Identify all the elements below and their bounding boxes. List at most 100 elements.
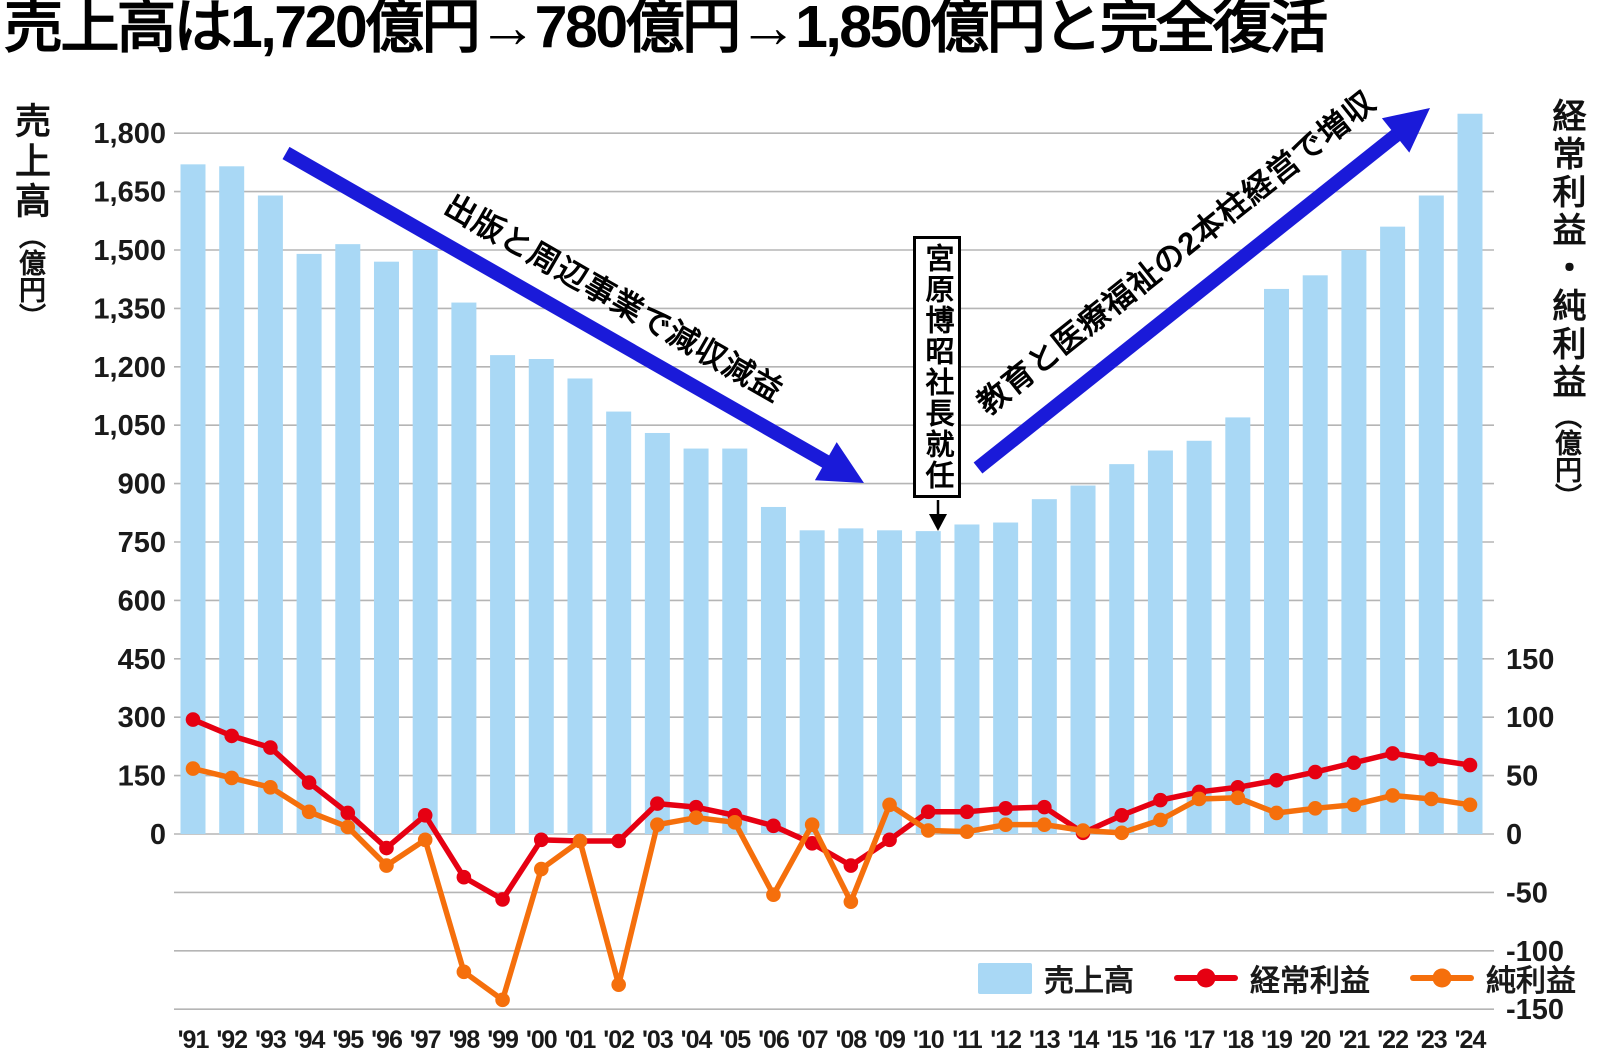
bar-'22 xyxy=(1380,226,1406,834)
経常利益-point-'15 xyxy=(1114,808,1130,823)
bar-'11 xyxy=(954,524,980,834)
right-axis-tick-label: 0 xyxy=(1506,819,1522,851)
x-tick-label-'15: '15 xyxy=(1106,1026,1138,1054)
経常利益-point-'95 xyxy=(340,805,356,821)
経常利益-point-'20 xyxy=(1307,764,1323,780)
経常利益-point-'13 xyxy=(1037,799,1052,815)
callout-pointer-head xyxy=(929,514,947,531)
left-axis-tick-label: 1,350 xyxy=(93,293,166,325)
経常利益-point-'94 xyxy=(301,775,317,790)
純利益-point-'18 xyxy=(1230,790,1246,806)
bars-group xyxy=(180,113,1483,835)
bar-'92 xyxy=(219,166,245,834)
bar-'98 xyxy=(451,302,477,834)
axis-labels-group: 0 150 300 450 600 750 900 1,050 1,200 1,350 1,500 1… xyxy=(93,118,1564,1054)
x-tick-label-'09: '09 xyxy=(874,1026,905,1054)
純利益-point-'05 xyxy=(727,815,743,830)
x-tick-label-'98: '98 xyxy=(448,1026,480,1054)
経常利益-point-'92 xyxy=(224,728,239,744)
left-axis-title-text: 売上高 xyxy=(10,102,51,222)
bar-'94 xyxy=(296,253,322,835)
純利益-point-'06 xyxy=(766,887,781,903)
x-tick-label-'18: '18 xyxy=(1222,1026,1254,1054)
x-tick-label-'93: '93 xyxy=(255,1026,286,1054)
bar-'24 xyxy=(1457,113,1483,834)
bar-'04 xyxy=(683,448,709,834)
bar-'91 xyxy=(180,164,206,834)
x-tick-label-'03: '03 xyxy=(642,1026,673,1054)
経常利益-point-'06 xyxy=(766,818,781,834)
x-tick-label-'10: '10 xyxy=(913,1026,944,1054)
x-tick-label-'04: '04 xyxy=(681,1026,713,1054)
経常利益-point-'07 xyxy=(804,836,820,851)
x-tick-label-'00: '00 xyxy=(526,1026,557,1054)
bar-'96 xyxy=(373,261,399,834)
line-series-group xyxy=(185,712,1478,1008)
growth-arrow-shaft xyxy=(973,126,1405,474)
純利益-point-'04 xyxy=(688,810,704,825)
経常利益-point-'96 xyxy=(379,840,394,856)
bar-'02 xyxy=(606,411,632,834)
純利益-point-'15 xyxy=(1114,825,1130,841)
経常利益-point-'08 xyxy=(843,858,859,873)
純利益-point-'03 xyxy=(650,817,665,832)
ordinary-profit-line-swatch xyxy=(1174,968,1238,988)
bar-'18 xyxy=(1225,417,1251,834)
left-axis-tick-label: 1,650 xyxy=(93,177,166,209)
right-axis-unit: （億円） xyxy=(1551,402,1581,510)
bar-'07 xyxy=(799,530,825,834)
x-tick-label-'16: '16 xyxy=(1145,1026,1176,1054)
経常利益-point-'03 xyxy=(650,796,665,811)
right-axis-title: 経常利益・純利益（億円） xyxy=(1547,98,1585,658)
legend-item-sales: 売上高 xyxy=(978,956,1134,1000)
x-tick-label-'96: '96 xyxy=(371,1026,402,1054)
経常利益-point-'12 xyxy=(998,801,1013,816)
bar-'00 xyxy=(528,359,554,834)
経常利益-point-'02 xyxy=(611,833,626,849)
left-axis-tick-label: 600 xyxy=(118,585,166,617)
経常利益-point-'18 xyxy=(1230,779,1246,795)
x-tick-label-'17: '17 xyxy=(1184,1026,1215,1054)
純利益-point-'09 xyxy=(882,797,897,813)
bar-'19 xyxy=(1264,288,1290,834)
gridlines-group xyxy=(174,132,1494,1011)
bar-'16 xyxy=(1147,450,1173,834)
純利益-point-'08 xyxy=(843,894,859,910)
経常利益-point-'04 xyxy=(688,799,704,815)
bar-'05 xyxy=(722,448,748,834)
x-tick-label-'91: '91 xyxy=(178,1026,210,1054)
left-axis-unit: （億円） xyxy=(15,222,45,330)
純利益-point-'98 xyxy=(456,964,472,980)
経常利益-point-'98 xyxy=(456,869,472,885)
left-axis-tick-label: 1,800 xyxy=(93,118,166,150)
純利益-point-'22 xyxy=(1385,788,1400,803)
bar-'14 xyxy=(1070,485,1096,834)
bar-'01 xyxy=(567,378,593,834)
legend: 売上高 経常利益 純利益 xyxy=(978,956,1576,1000)
right-axis-tick-label: 50 xyxy=(1506,761,1538,793)
経常利益-point-'19 xyxy=(1269,772,1284,788)
left-axis-tick-label: 150 xyxy=(118,761,166,793)
純利益-point-'11 xyxy=(959,824,975,839)
純利益-point-'93 xyxy=(263,779,278,795)
純利益-point-'00 xyxy=(533,861,549,877)
ordinary-profit-legend-label: 経常利益 xyxy=(1250,965,1370,998)
left-axis-tick-label: 900 xyxy=(118,469,166,501)
経常利益-point-'91 xyxy=(185,712,201,727)
left-axis-title: 売上高（億円） xyxy=(10,102,51,522)
bar-'15 xyxy=(1109,464,1135,834)
x-tick-label-'13: '13 xyxy=(1029,1026,1060,1054)
left-axis-tick-label: 300 xyxy=(118,702,166,734)
bar-'12 xyxy=(993,522,1019,834)
x-tick-label-'23: '23 xyxy=(1416,1026,1447,1054)
right-axis-tick-label: 150 xyxy=(1506,644,1554,676)
x-tick-label-'02: '02 xyxy=(603,1026,634,1054)
chart-title: 売上高は1,720億円→780億円→1,850億円と完全復活 xyxy=(4,0,1328,60)
bar-'13 xyxy=(1031,499,1057,834)
x-tick-label-'94: '94 xyxy=(294,1026,326,1054)
right-axis-tick-label: -50 xyxy=(1506,877,1548,909)
bar-'20 xyxy=(1302,275,1328,835)
bar-'21 xyxy=(1341,250,1367,834)
x-tick-label-'22: '22 xyxy=(1377,1026,1408,1054)
